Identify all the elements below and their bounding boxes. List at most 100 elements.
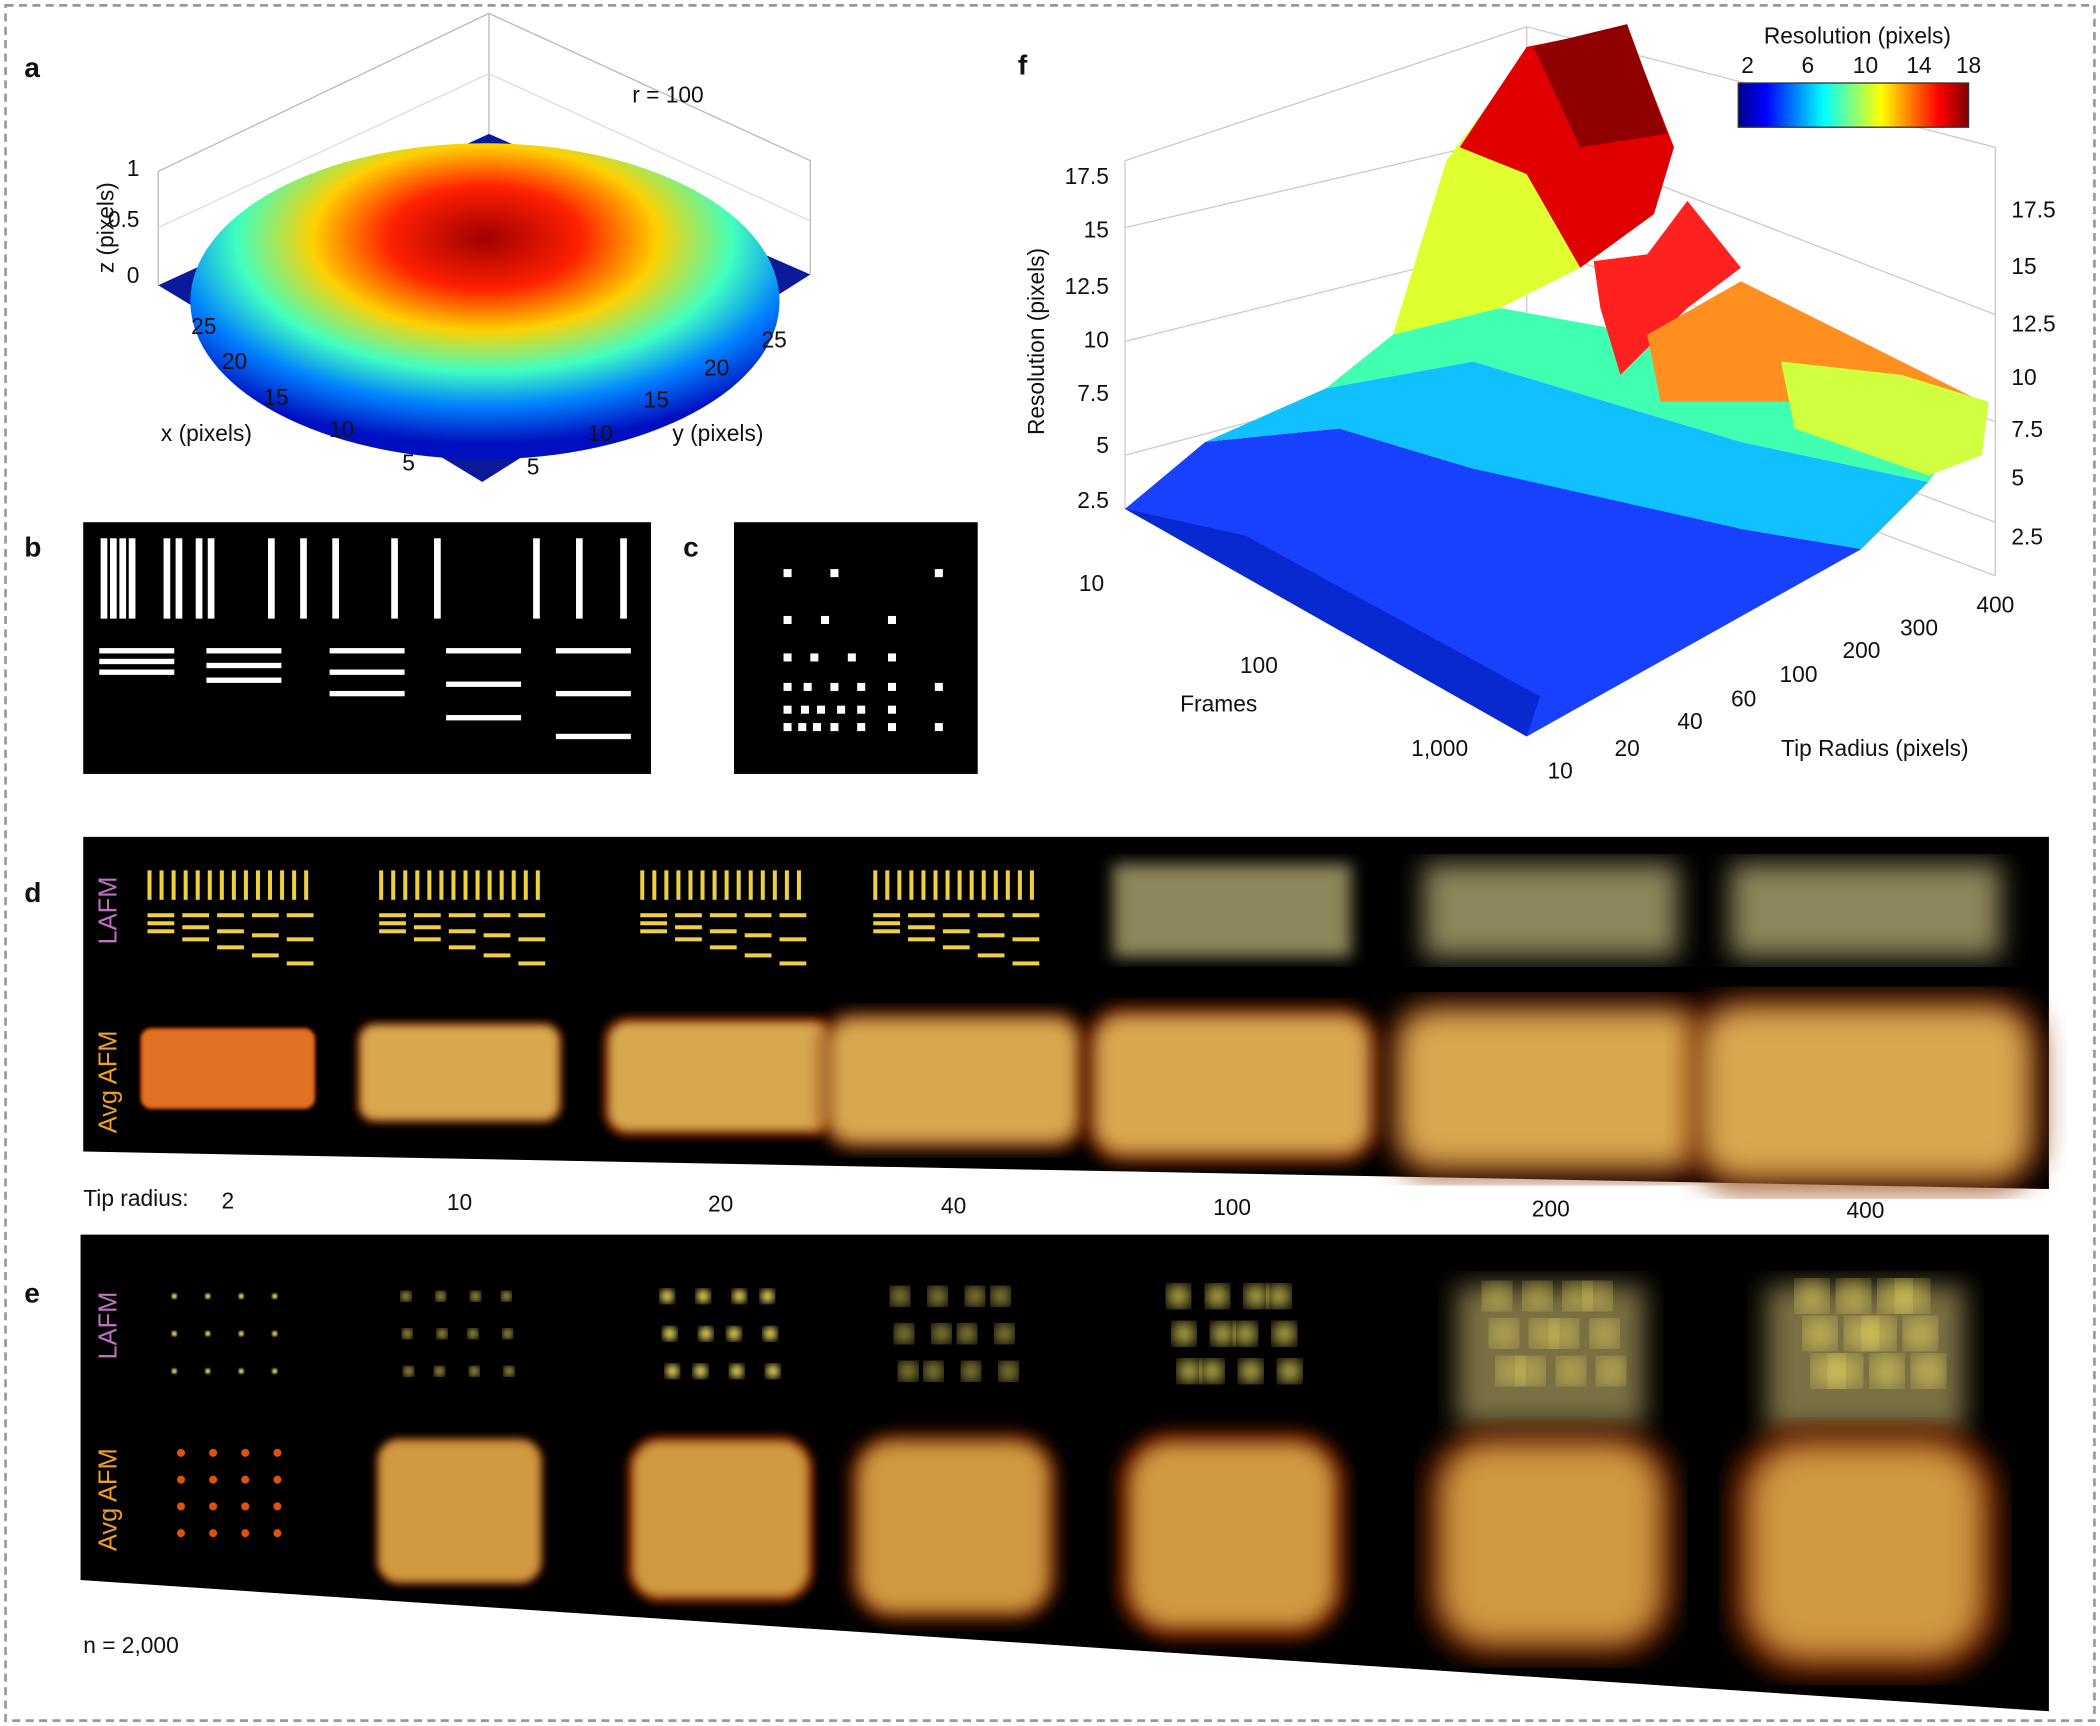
note: n = 2,000	[83, 1632, 179, 1658]
bar	[300, 538, 307, 619]
lafm-line	[304, 870, 309, 900]
lafm-dot	[501, 1291, 512, 1301]
lafm-line	[379, 870, 384, 900]
afm-blob	[1388, 1000, 1713, 1178]
lafm-line	[908, 913, 935, 918]
lafm-line	[760, 870, 765, 900]
lafm-dot	[932, 1324, 951, 1343]
lafm-line	[448, 913, 476, 918]
lafm-line	[217, 929, 244, 934]
lafm-line	[744, 933, 772, 938]
lafm-dot	[272, 1293, 278, 1299]
afm-blob	[375, 1437, 544, 1585]
tick-label: 10	[329, 416, 354, 442]
afm-blob	[1084, 1005, 1380, 1164]
lafm-dot	[1564, 1283, 1591, 1309]
lafm-dot	[1897, 1281, 1928, 1311]
afm-blob	[602, 1016, 839, 1137]
tick-label: 100	[1240, 652, 1278, 678]
afm-dot	[209, 1529, 218, 1538]
tick-label: 5	[2011, 464, 2024, 490]
lafm-line	[942, 929, 970, 934]
lafm-dot	[1212, 1322, 1234, 1345]
lafm-blob	[1730, 863, 2001, 958]
afm-blob	[139, 1027, 317, 1111]
lafm-line	[171, 870, 176, 900]
lafm-line	[251, 933, 279, 938]
axis-label: Resolution (pixels)	[1023, 248, 1049, 435]
lafm-dot	[1838, 1281, 1869, 1311]
lafm-dot	[899, 1362, 917, 1380]
lafm-dot	[962, 1362, 980, 1380]
lafm-line	[499, 870, 504, 900]
lafm-line	[147, 929, 175, 934]
lafm-dot	[238, 1368, 244, 1374]
panel-label: f	[1018, 49, 1028, 80]
bar	[207, 538, 215, 619]
lafm-line	[744, 953, 772, 958]
tick-label: 1,000	[1411, 735, 1468, 761]
lafm-dot	[1872, 1356, 1902, 1386]
lafm-line	[675, 937, 702, 942]
lafm-line	[981, 870, 986, 900]
lafm-line	[712, 870, 717, 900]
bar	[329, 669, 405, 675]
lafm-dot	[436, 1291, 446, 1301]
lafm-line	[779, 937, 807, 942]
lafm-line	[427, 870, 432, 900]
lafm-line	[413, 925, 441, 930]
lafm-line	[1012, 913, 1040, 918]
lafm-dot	[1178, 1360, 1200, 1382]
tick-label: 20	[222, 348, 247, 374]
lafm-dot	[403, 1366, 414, 1376]
lafm-dot	[727, 1326, 741, 1341]
tick-label: 15	[2011, 253, 2036, 279]
lafm-line	[207, 870, 212, 900]
bar	[175, 538, 183, 619]
lafm-line	[391, 870, 396, 900]
tick-label: 17.5	[1065, 163, 1109, 189]
lafm-line	[709, 945, 737, 950]
lafm-dot	[999, 1362, 1018, 1380]
lafm-line	[518, 961, 546, 966]
tick-label: 10	[587, 420, 612, 446]
afm-blob	[1731, 1427, 2000, 1676]
lafm-line	[1012, 937, 1040, 942]
panel-label: e	[24, 1277, 40, 1308]
lafm-line	[1012, 961, 1040, 966]
bar	[446, 715, 522, 721]
bar	[434, 538, 441, 619]
dot	[803, 682, 812, 691]
lafm-dot	[272, 1330, 278, 1337]
dot	[810, 653, 819, 662]
bar	[195, 538, 203, 619]
bar	[99, 648, 175, 654]
bar	[119, 538, 127, 619]
tick-label: 10	[1079, 570, 1104, 596]
lafm-dot	[663, 1326, 677, 1341]
afm-dot	[209, 1502, 218, 1511]
lafm-line	[779, 961, 807, 966]
dot	[830, 723, 839, 732]
tick-label: 15	[1084, 217, 1109, 243]
lafm-line	[700, 870, 705, 900]
lafm-dot	[205, 1293, 211, 1299]
lafm-dot	[205, 1368, 211, 1374]
lafm-dot	[966, 1287, 984, 1305]
lafm-dot	[991, 1287, 1010, 1305]
tip-radius-value: 100	[1213, 1194, 1251, 1220]
bar	[391, 538, 398, 619]
dot	[887, 705, 897, 714]
dot	[934, 682, 943, 691]
dot	[857, 705, 866, 714]
lafm-dot	[693, 1364, 708, 1378]
dot	[830, 569, 839, 578]
lafm-dot	[1201, 1360, 1223, 1382]
lafm-line	[475, 870, 480, 900]
lafm-line	[518, 937, 546, 942]
tick-label: 15	[644, 387, 669, 413]
dot	[812, 723, 822, 732]
lafm-line	[182, 913, 210, 918]
afm-dot	[241, 1502, 250, 1511]
lafm-line	[286, 913, 314, 918]
